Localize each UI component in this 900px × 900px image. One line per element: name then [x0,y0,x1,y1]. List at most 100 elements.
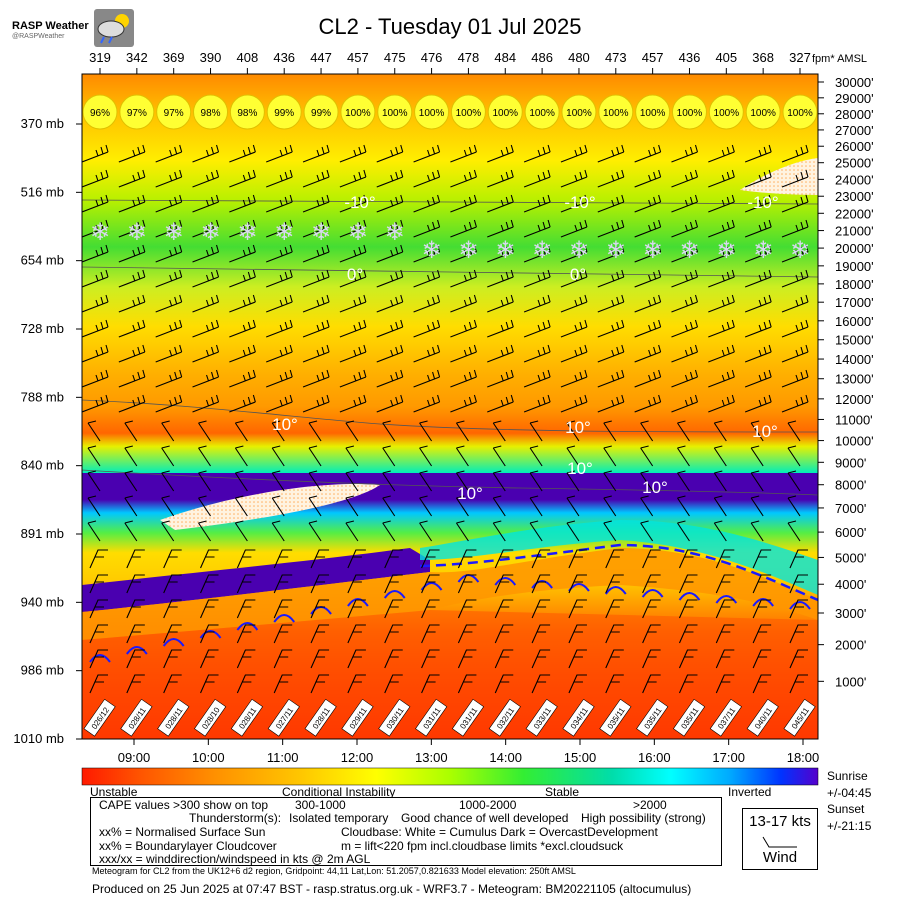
wind-barb [450,244,477,263]
wind-barb [310,574,330,594]
wind-barb [671,269,699,288]
wind-barb [339,194,367,213]
altitude-label: 11000' [835,412,873,427]
altitude-label: 18000' [835,277,874,292]
top-value-label: 368 [752,50,774,65]
wind-barb [376,394,404,413]
wind-barb [597,319,625,338]
wind-barb [677,445,690,467]
pressure-label: 788 mb [21,389,64,404]
wind-barb [492,520,506,542]
wind-barb [384,649,403,669]
snowflake-icon: ❄ [679,237,699,264]
wind-barb [339,294,367,313]
altitude-label: 21000' [835,224,874,239]
wind-barb [161,445,175,467]
wind-barb [605,549,624,569]
wind-barb [744,319,772,338]
isotherm-label: -10° [747,193,778,212]
wind-barb [678,624,698,644]
wind-barb [118,169,146,188]
top-value-label: 486 [531,50,553,65]
wind-barb [642,674,661,694]
altitude-label: 24000' [835,172,874,187]
top-value-label: 480 [568,50,590,65]
wind-barb [744,269,772,288]
wind-barb [781,219,809,238]
wind-barb [339,394,367,413]
wind-barb [568,549,587,569]
pressure-label: 728 mb [21,321,64,336]
wind-barb [634,144,662,163]
cloudcover-circle [377,94,413,130]
wind-barb [715,624,735,644]
wind-barb [671,344,699,363]
wind-barb [487,269,514,288]
time-label: 11:00 [267,750,299,765]
wind-barb [752,549,772,569]
altitude-label: 15000' [835,333,874,348]
cloud-arc [789,601,811,610]
wind-scale-kts: 13-17 kts [749,813,811,830]
cumulus-patch [160,484,380,530]
wind-barb [161,495,175,517]
cloudcover-circle [524,94,560,130]
wind-barb [413,244,441,263]
wind-barb [236,624,256,644]
wind-barb [82,394,109,413]
cloudcover-label: 100% [382,108,408,119]
cloudcover-circle [156,94,192,130]
cloudcover-circle [266,94,302,130]
wind-barb [161,470,175,492]
wind-barb [450,294,477,313]
wind-barb [634,319,662,338]
wind-barb [118,294,146,313]
wind-barb [597,394,625,413]
wind-barb [198,520,211,542]
cloudcover-circle [82,94,118,130]
wind-barb [347,649,366,669]
wind-barb [376,294,404,313]
colorbar-label-inverted: Inverted [728,785,771,799]
cloudcover-label: 100% [456,108,482,119]
wind-barb [671,244,699,263]
time-label: 17:00 [712,750,745,765]
wind-barb [560,344,588,363]
wind-barb [413,369,441,388]
wind-barb [566,520,580,542]
wind-barb [677,420,690,442]
wind-barb [781,394,809,413]
wind-barb [678,649,698,669]
wind-barb [89,649,108,669]
wind-barb [118,194,146,213]
isotherm-label: 10° [752,422,778,441]
legend-cape-1000: 1000-2000 [459,798,517,812]
wind-barb [634,344,662,363]
wind-barb [229,194,256,213]
altitude-label: 4000' [835,577,866,592]
wind-barb [310,624,330,644]
wind-barb [750,445,764,467]
wind-barb [413,219,441,238]
wind-barb [603,420,617,442]
wind-barb [642,599,661,619]
wind-barb [566,495,580,517]
wind-barb [787,445,801,467]
wind-barb [642,624,661,644]
wind-barb [566,470,580,492]
wind-barb [678,549,698,569]
wind-barb [347,574,366,594]
wind-barb [302,219,330,238]
wind-barb [229,244,256,263]
legend-cloudbase: Cloudbase: White = Cumulus Dark = Overca… [341,825,658,839]
altitude-label: 7000' [835,501,866,516]
snowflake-icon: ❄ [569,237,589,264]
wind-barb [494,649,514,669]
wind-barb [82,294,109,313]
top-value-label: 390 [200,50,222,65]
cloudcover-label: 99% [311,108,331,119]
wind-barb [384,674,403,694]
wind-barb [376,244,404,263]
wind-barb [308,520,322,542]
